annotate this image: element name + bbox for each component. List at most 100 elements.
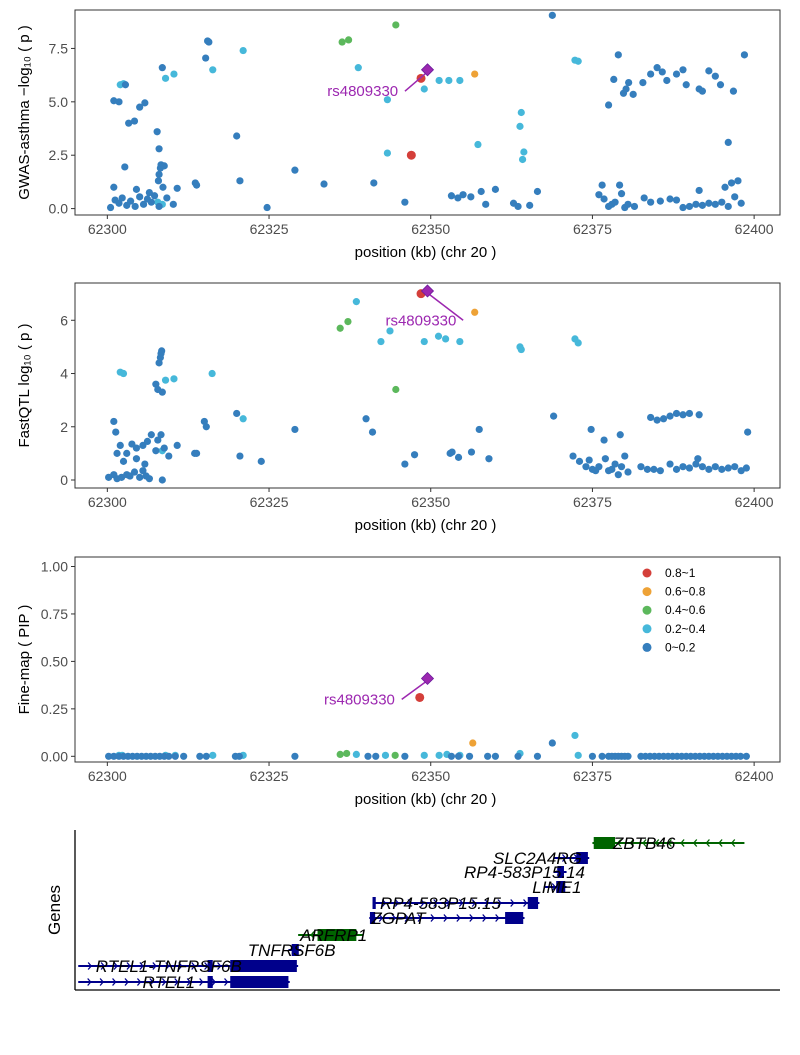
data-point — [516, 122, 524, 130]
data-point — [514, 202, 522, 211]
data-point — [291, 752, 299, 760]
data-point — [435, 76, 443, 85]
gene-exon — [576, 852, 588, 864]
strand-arrow — [654, 839, 660, 847]
strand-arrow — [443, 914, 448, 922]
data-point — [192, 181, 201, 189]
lead-snp-marker — [420, 284, 435, 298]
data-point — [239, 415, 247, 423]
x-tick-label: 62325 — [250, 494, 289, 510]
data-point — [520, 148, 528, 156]
data-point — [608, 465, 616, 473]
scatter-panel-3: 62300 62325 62350 62375 62400 0.00 0.25 0.50 0.7… — [16, 556, 781, 808]
strand-arrow — [99, 978, 104, 986]
data-point — [698, 463, 706, 471]
data-point — [158, 388, 166, 396]
strand-arrow — [191, 962, 196, 970]
gene-exon — [557, 866, 564, 878]
data-point — [131, 202, 139, 211]
data-point — [320, 180, 328, 188]
data-point — [132, 455, 141, 463]
gene-label: RP4-583P15.14 — [464, 863, 585, 882]
strand-arrow — [112, 978, 117, 986]
data-point — [170, 375, 178, 383]
strand-arrow — [394, 899, 400, 907]
data-point — [338, 38, 346, 46]
data-point — [467, 193, 475, 201]
data-point — [136, 193, 144, 201]
data-point — [550, 412, 558, 420]
data-point — [127, 197, 135, 205]
lead-snp-connector — [401, 679, 428, 700]
lead-snp-label: rs4809330 — [385, 312, 456, 329]
data-point — [136, 473, 144, 481]
data-point — [454, 752, 463, 760]
data-point — [650, 465, 658, 473]
data-point — [420, 337, 428, 346]
data-point — [105, 752, 113, 760]
strand-arrow — [642, 839, 647, 847]
data-point — [106, 203, 115, 212]
data-point — [291, 166, 299, 174]
legend-swatch — [642, 642, 652, 652]
data-point — [729, 87, 738, 95]
y-tick-label: 1.00 — [41, 558, 68, 574]
data-point — [161, 376, 170, 384]
x-axis-label: position (kb) (chr 20 ) — [355, 791, 497, 808]
data-point — [364, 752, 372, 760]
data-point — [344, 318, 352, 326]
strand-arrow — [139, 962, 144, 970]
gene-label: RP4-583P15.15 — [380, 894, 502, 913]
data-point — [610, 75, 618, 84]
plot-area-border — [74, 556, 781, 763]
data-point — [587, 425, 595, 434]
lead-snp-label: rs4809330 — [327, 83, 398, 100]
strand-arrow — [126, 962, 131, 970]
data-point — [740, 51, 749, 59]
data-point — [157, 431, 165, 439]
data-point — [235, 752, 243, 760]
data-point — [663, 76, 671, 85]
data-point — [724, 202, 732, 211]
data-point — [352, 298, 360, 306]
lead-snp-connector — [427, 292, 464, 321]
data-point — [386, 327, 394, 335]
data-point — [475, 425, 483, 434]
strand-arrow — [149, 978, 154, 986]
data-point — [163, 194, 171, 202]
data-point — [682, 81, 690, 89]
data-point — [165, 752, 173, 760]
gene-exon — [593, 837, 616, 849]
data-point — [420, 751, 428, 759]
data-point — [130, 468, 139, 476]
data-point — [624, 200, 632, 208]
data-point — [629, 90, 637, 98]
data-point — [705, 199, 713, 207]
data-point — [716, 81, 725, 89]
y-tick-label: 2.5 — [49, 147, 69, 163]
gene-rp4-583p15.14: RP4-583P15.14 — [464, 863, 585, 882]
strand-arrow — [391, 914, 397, 922]
data-point — [471, 70, 479, 78]
data-point — [141, 99, 149, 107]
x-tick-label: 62375 — [573, 221, 612, 237]
data-point — [474, 140, 482, 149]
strand-arrow — [100, 962, 105, 970]
gene-exon — [317, 929, 357, 941]
data-point — [653, 64, 661, 72]
data-point — [448, 448, 456, 456]
lead-snp-marker — [420, 671, 435, 686]
data-point — [744, 428, 752, 436]
data-point — [742, 752, 750, 760]
data-point — [456, 337, 464, 346]
data-point — [672, 465, 681, 473]
data-point — [158, 347, 166, 355]
data-point — [647, 70, 655, 78]
data-point — [263, 203, 271, 212]
data-point — [343, 749, 351, 758]
data-point — [447, 752, 456, 760]
data-point — [611, 198, 619, 206]
data-point — [239, 46, 247, 55]
legend: 0.8~1 0.6~0.8 0.4~0.6 0.2~0.4 0~0.2 — [642, 566, 706, 654]
x-tick-label: 62325 — [250, 221, 289, 237]
